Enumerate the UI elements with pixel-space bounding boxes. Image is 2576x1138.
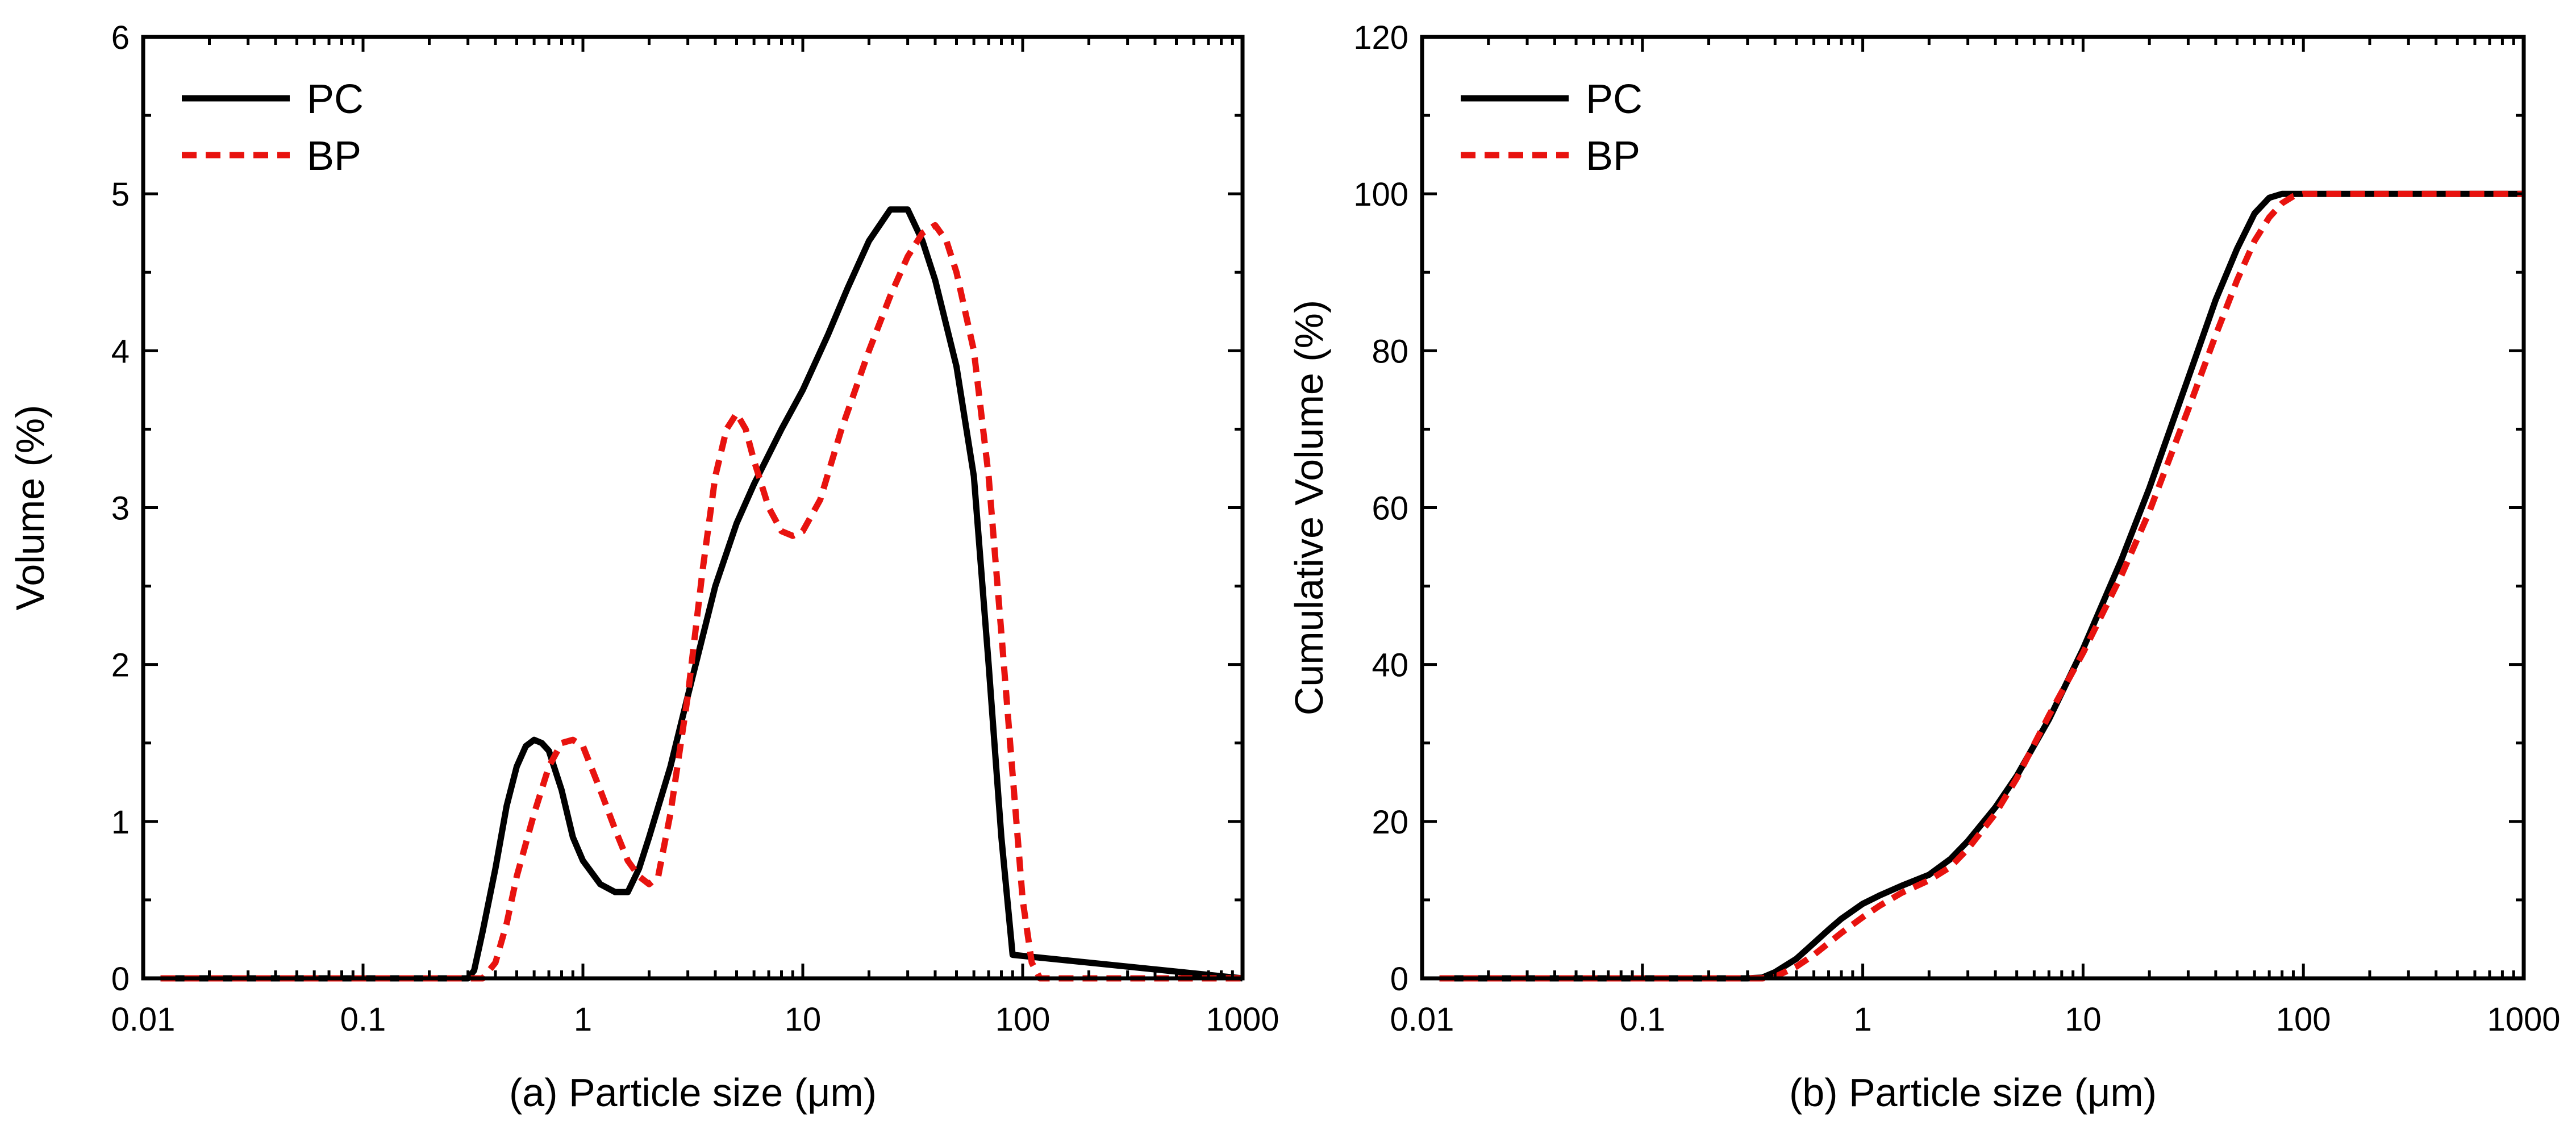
y-tick-label: 100 <box>1353 176 1408 213</box>
x-tick-label: 0.1 <box>340 1001 386 1038</box>
series-line-pc <box>160 206 1243 982</box>
y-axis-label: Volume (%) <box>8 405 52 611</box>
series-line-bp <box>1439 190 2524 982</box>
x-axis-label: (a) Particle size (μm) <box>509 1070 877 1115</box>
chart-panel-a: 0.01 0.1 1 10 100 1000 0 1 2 3 4 5 6 (a) Particle siz… <box>8 19 1279 1115</box>
x-tick-label: 100 <box>2276 1001 2331 1038</box>
y-tick-label: 6 <box>111 19 130 56</box>
x-tick-label: 10 <box>785 1001 822 1038</box>
x-tick-label: 1 <box>1853 1001 1871 1038</box>
series-line-bp <box>160 222 1243 982</box>
x-tick-label: 0.01 <box>1390 1001 1454 1038</box>
y-tick-label: 20 <box>1372 804 1408 841</box>
y-tick-label: 60 <box>1372 490 1408 527</box>
x-tick-label: 0.01 <box>111 1001 176 1038</box>
x-tick-label: 10 <box>2065 1001 2102 1038</box>
y-tick-label: 5 <box>111 176 130 213</box>
legend-label-pc: PC <box>307 77 364 122</box>
chart-panel-b: 0.01 0.1 1 10 100 1000 0 20 40 60 80 100 120 (b) Part… <box>1287 19 2561 1115</box>
y-tick-label: 3 <box>111 490 130 527</box>
x-tick-label: 0.1 <box>1619 1001 1665 1038</box>
y-axis-label: Cumulative Volume (%) <box>1287 300 1331 715</box>
y-tick-label: 80 <box>1372 333 1408 370</box>
x-tick-label: 100 <box>995 1001 1051 1038</box>
legend-label-pc: PC <box>1586 77 1643 122</box>
y-tick-label: 120 <box>1353 19 1408 56</box>
x-tick-label: 1 <box>574 1001 592 1038</box>
y-tick-label: 0 <box>1390 961 1408 998</box>
x-axis-label: (b) Particle size (μm) <box>1789 1070 2157 1115</box>
legend-label-bp: BP <box>307 134 361 179</box>
y-tick-label: 0 <box>111 961 130 998</box>
y-tick-label: 2 <box>111 647 130 684</box>
series-line-pc <box>1439 190 2524 982</box>
legend-label-bp: BP <box>1586 134 1640 179</box>
x-tick-label: 1000 <box>1206 1001 1279 1038</box>
y-tick-label: 4 <box>111 333 130 370</box>
y-tick-label: 1 <box>111 804 130 841</box>
x-tick-label: 1000 <box>2487 1001 2560 1038</box>
y-tick-label: 40 <box>1372 647 1408 684</box>
